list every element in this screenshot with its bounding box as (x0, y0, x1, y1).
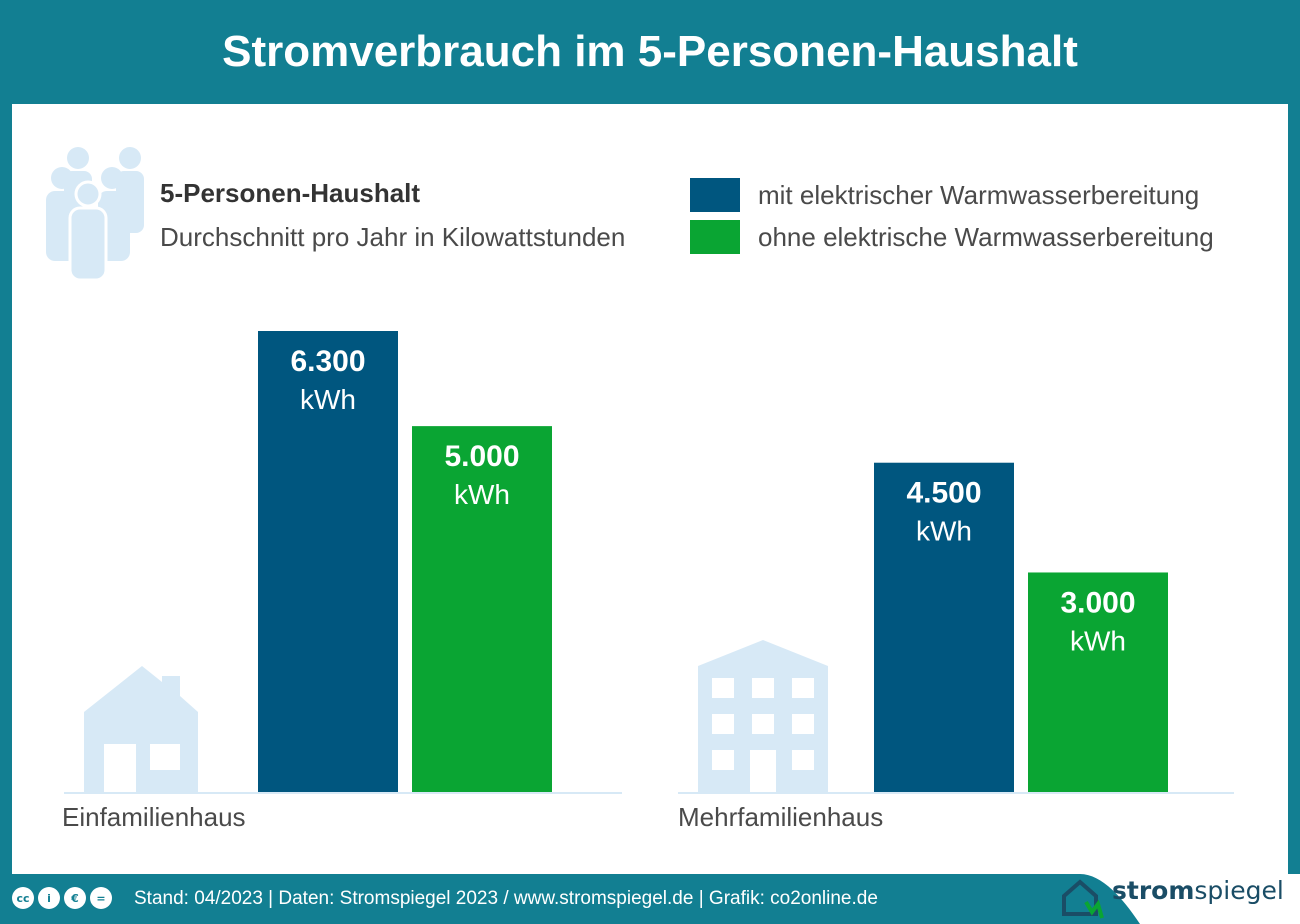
footer: cc i € = Stand: 04/2023 | Daten: Stromsp… (0, 874, 1300, 924)
logo-text: stromspiegel (1112, 876, 1284, 905)
bar-unit-label: kWh (454, 479, 510, 510)
legend-swatch-electric (690, 178, 740, 212)
nd-icon: = (90, 887, 112, 909)
legend-label-non-electric: ohne elektrische Warmwasserbereitung (758, 222, 1214, 252)
single-family-house-icon (84, 666, 198, 792)
people-group-icon (46, 147, 144, 282)
bar (258, 331, 398, 792)
bar-value-label: 5.000 (444, 440, 519, 473)
legend-label-electric: mit elektrischer Warmwasserbereitung (758, 180, 1200, 210)
cc-icon: cc (12, 887, 34, 909)
stromspiegel-house-plug-icon (1062, 879, 1104, 919)
bar-value-label: 6.300 (290, 345, 365, 378)
bar (412, 426, 552, 792)
logo[interactable]: stromspiegel (1040, 874, 1300, 924)
apartment-building-icon (698, 640, 828, 792)
subtitle-description: Durchschnitt pro Jahr in Kilowattstunden (160, 222, 626, 252)
subtitle-title: 5-Personen-Haushalt (160, 178, 421, 208)
chart-panel: 5-Personen-Haushalt Durchschnitt pro Jah… (12, 104, 1288, 874)
bar-chart: 6.300 kWh 5.000 kWh 4.500 kWh 3.000 kWh Einfami… (62, 331, 1234, 832)
bar-unit-label: kWh (300, 384, 356, 415)
by-icon: i (38, 887, 60, 909)
legend-swatch-non-electric (690, 220, 740, 254)
bar (1028, 572, 1168, 792)
bar-unit-label: kWh (1070, 625, 1126, 656)
license-icons: cc i € = (12, 887, 112, 909)
bar-unit-label: kWh (916, 516, 972, 547)
footer-text: Stand: 04/2023 | Daten: Stromspiegel 202… (134, 888, 878, 909)
nc-icon: € (64, 887, 86, 909)
bar (874, 462, 1014, 792)
bar-value-label: 4.500 (906, 477, 981, 510)
category-label: Einfamilienhaus (62, 802, 246, 832)
bar-value-label: 3.000 (1060, 586, 1135, 619)
category-label: Mehrfamilienhaus (678, 802, 883, 832)
page-title: Stromverbrauch im 5-Personen-Haushalt (222, 27, 1078, 76)
